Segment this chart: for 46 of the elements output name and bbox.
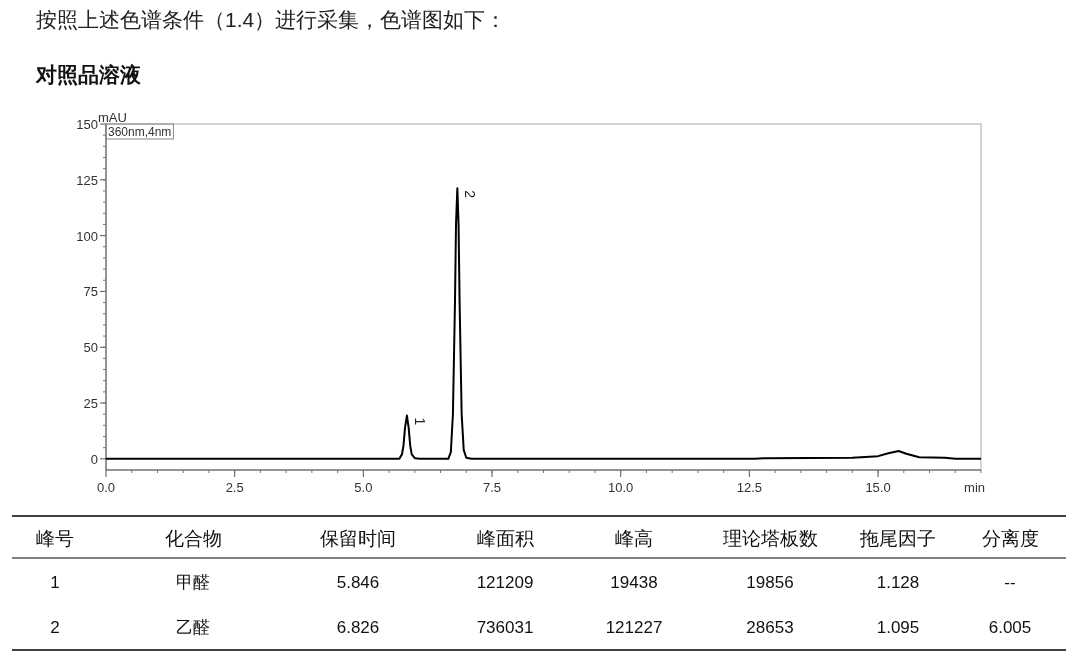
text: 拖尾因子 xyxy=(859,528,936,549)
text: 5.846 xyxy=(336,573,380,592)
y-tick-label: 100 xyxy=(76,228,98,244)
y-axis-title: mAU xyxy=(98,110,127,125)
text: 理论塔板数 xyxy=(722,528,818,549)
x-tick-label: 2.5 xyxy=(225,480,244,495)
text: 甲醛 xyxy=(176,573,210,592)
y-tick-label: 25 xyxy=(83,396,98,412)
text: 6.005 xyxy=(988,618,1032,637)
x-tick-label: 5.0 xyxy=(354,480,373,495)
text: 19856 xyxy=(746,573,794,592)
y-tick-label: 150 xyxy=(76,117,98,132)
annotation: 1 xyxy=(411,417,428,426)
text: 121227 xyxy=(605,618,663,637)
text: 峰面积 xyxy=(476,528,534,549)
y-tick-label: 75 xyxy=(83,284,98,300)
y-tick-label: 125 xyxy=(76,172,98,188)
text: 乙醛 xyxy=(176,618,210,637)
text: 1.095 xyxy=(876,618,920,637)
text: 19438 xyxy=(610,573,658,592)
text: 化合物 xyxy=(164,528,222,549)
x-tick-label: 15.0 xyxy=(865,480,891,495)
text: 按照上述色谱条件（1.4）进行采集，色谱图如下： xyxy=(36,8,507,31)
text: 28653 xyxy=(746,618,794,637)
text: 峰号 xyxy=(36,528,74,549)
x-axis-title: min xyxy=(964,480,985,495)
x-tick-label: 7.5 xyxy=(482,480,502,495)
text: 736031 xyxy=(476,618,534,637)
y-tick-label: 0 xyxy=(90,451,98,467)
chart-title: 对照品溶液 xyxy=(35,63,142,87)
x-tick-label: 0.0 xyxy=(96,480,116,495)
text: 2 xyxy=(50,618,60,637)
x-tick-label: 12.5 xyxy=(736,480,763,495)
y-tick-label: 50 xyxy=(83,340,98,356)
text: 6.826 xyxy=(336,618,380,637)
x-tick-label: 10.0 xyxy=(608,480,634,495)
text: 1.128 xyxy=(876,573,920,592)
annotation: 2 xyxy=(462,190,479,199)
line-series xyxy=(105,187,982,460)
text: 分离度 xyxy=(981,528,1039,549)
annotation: 360nm,4nm xyxy=(108,125,172,139)
text: 121209 xyxy=(476,573,534,592)
text: 保留时间 xyxy=(320,528,396,549)
text: 峰高 xyxy=(615,528,653,549)
text: -- xyxy=(1004,573,1016,592)
text: 1 xyxy=(50,573,60,592)
